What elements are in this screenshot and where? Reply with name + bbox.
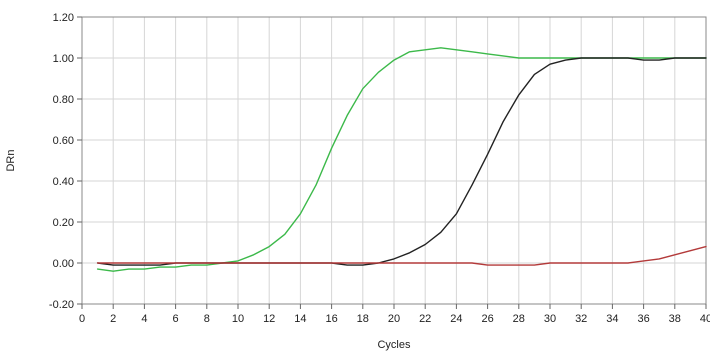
y-tick-label: 1.00 xyxy=(53,53,74,65)
x-tick-label: 8 xyxy=(204,313,210,325)
y-tick-label: 1.20 xyxy=(53,12,74,24)
x-tick-label: 16 xyxy=(325,313,337,325)
series-line-2 xyxy=(96,57,707,266)
x-tick-label: 20 xyxy=(388,313,400,325)
x-tick-label: 28 xyxy=(513,313,525,325)
y-tick-label: 0.00 xyxy=(53,258,74,270)
x-tick-label: 30 xyxy=(544,313,556,325)
x-tick-label: 24 xyxy=(450,313,462,325)
x-tick-label: 2 xyxy=(110,313,116,325)
y-tick-label: 0.60 xyxy=(53,135,74,147)
x-tick-label: 14 xyxy=(294,313,306,325)
x-axis-label: Cycles xyxy=(377,339,411,351)
x-tick-label: 18 xyxy=(357,313,369,325)
x-tick-label: 12 xyxy=(263,313,275,325)
y-axis: -0.20 0.00 0.20 0.40 0.60 0.80 1.00 1.20 xyxy=(49,12,82,311)
x-tick-label: 6 xyxy=(173,313,179,325)
y-tick-label: 0.80 xyxy=(53,94,74,106)
y-tick-label: 0.20 xyxy=(53,217,74,229)
x-tick-label: 22 xyxy=(419,313,431,325)
x-tick-label: 26 xyxy=(481,313,493,325)
series-line-3 xyxy=(96,245,707,266)
x-tick-label: 10 xyxy=(232,313,244,325)
x-tick-label: 40 xyxy=(700,313,710,325)
x-tick-label: 32 xyxy=(575,313,587,325)
x-tick-label: 4 xyxy=(141,313,147,325)
y-axis-label: DRn xyxy=(5,149,17,171)
x-tick-label: 36 xyxy=(637,313,649,325)
x-tick-label: 0 xyxy=(79,313,85,325)
y-tick-label: 0.40 xyxy=(53,176,74,188)
series-group xyxy=(96,47,707,272)
series-line-1 xyxy=(96,47,707,272)
y-tick-label: -0.20 xyxy=(49,299,74,311)
x-axis: 0 2 4 6 8 10 12 14 16 18 20 22 24 26 28 30 32 34 36 38 40 xyxy=(79,304,710,325)
x-tick-label: 38 xyxy=(669,313,681,325)
x-tick-label: 34 xyxy=(606,313,618,325)
